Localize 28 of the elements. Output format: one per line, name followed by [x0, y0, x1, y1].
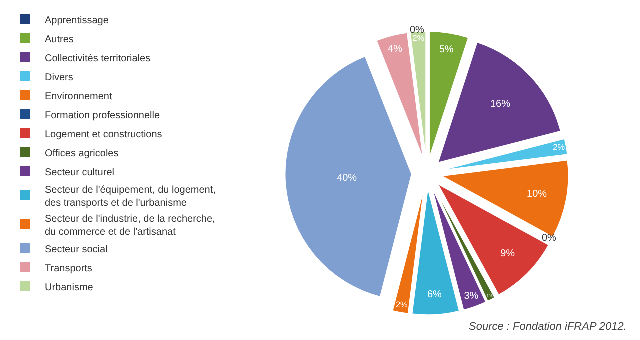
- legend-label: Environnement: [45, 91, 112, 102]
- text: 0%: [410, 25, 424, 36]
- legend-label: Apprentissage: [45, 15, 110, 26]
- data-label: 6%: [427, 289, 442, 300]
- legend-label: Offices agricoles: [45, 148, 119, 160]
- data-label: 2%: [553, 143, 566, 152]
- legend-label: Collectivités territoriales: [45, 53, 151, 64]
- data-label: 40%: [337, 172, 358, 184]
- legend-label: Secteur de l'équipement, du logement, des transports et de l'urbanisme: [45, 184, 216, 209]
- data-label: 5%: [439, 44, 454, 56]
- legend-label: Logement et constructions: [45, 129, 162, 140]
- data-label: 16%: [490, 98, 511, 110]
- legend-label: Secteur social: [45, 244, 108, 256]
- legend-label: Divers: [45, 72, 74, 84]
- data-label: 2%: [396, 300, 408, 310]
- text: 0%: [542, 233, 556, 244]
- legend-label: Autres: [45, 34, 74, 46]
- legend-label: Urbanisme: [45, 282, 94, 294]
- data-label: 3%: [464, 291, 479, 302]
- data-label: 9%: [500, 248, 516, 260]
- data-label: 4%: [388, 44, 403, 56]
- legend-label: Transports: [45, 263, 92, 274]
- legend-label: Formation professionnelle: [45, 110, 160, 122]
- data-label: 2%: [412, 34, 425, 44]
- legend-label: Secteur culturel: [45, 167, 114, 178]
- data-label: 10%: [527, 188, 548, 200]
- source-note: Source : Fondation iFRAP 2012.: [469, 321, 627, 333]
- legend-label: Secteur de l'industrie, de la recherche, du commerce et de l'artisanat: [45, 214, 216, 238]
